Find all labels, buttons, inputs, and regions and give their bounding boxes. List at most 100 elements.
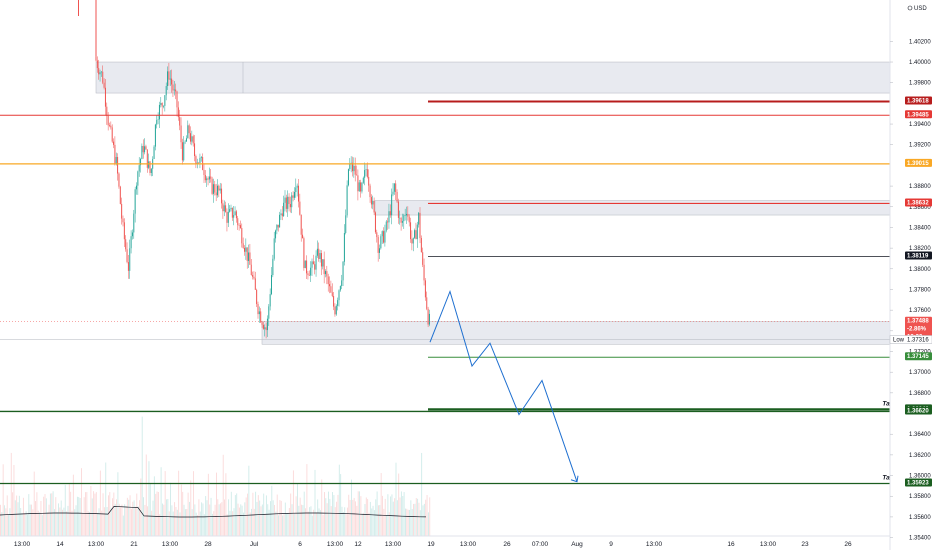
candle-body [250, 264, 252, 276]
volume-bar [125, 507, 127, 536]
volume-bar [179, 512, 181, 536]
candle-body [395, 183, 397, 193]
volume-bar [286, 513, 288, 536]
volume-bar [117, 472, 119, 536]
candle-body [418, 212, 420, 225]
candle-body [138, 165, 140, 172]
time-axis[interactable]: 13:00 14 13:00 21 13:00 28 Jul 6 13:00 12 13:00 19 1… [14, 541, 852, 548]
volume-bar [72, 474, 74, 536]
volume-bar [216, 472, 217, 536]
volume-bar [394, 498, 396, 536]
volume-bar [171, 505, 173, 536]
price-tick-label: 1.35800 [909, 494, 931, 500]
candle-body [281, 213, 283, 217]
level-price-badge-text: 1.39618 [907, 99, 929, 105]
candle-body [365, 169, 367, 171]
candle-body [192, 136, 194, 144]
candle-body [195, 156, 197, 164]
candle-body [117, 156, 119, 174]
volume-bar [322, 515, 324, 536]
volume-bar [361, 513, 363, 536]
volume-bar [78, 497, 80, 536]
volume-bar [263, 493, 265, 536]
candle-body [406, 213, 407, 216]
volume-bar [95, 492, 97, 536]
volume-bar [395, 462, 397, 536]
candle-body [104, 87, 106, 107]
candle-body [299, 201, 301, 215]
volume-bar [129, 495, 131, 536]
volume-bar [110, 507, 112, 536]
time-tick-label: 19 [427, 541, 435, 548]
volume-bar [166, 499, 167, 536]
volume-bar [27, 514, 28, 536]
volume-bar [291, 504, 293, 536]
volume-bar [143, 497, 144, 536]
candle-body [273, 238, 275, 259]
candle-body [387, 221, 389, 223]
volume-bar [314, 469, 316, 536]
candle-body [222, 203, 224, 212]
volume-bar [292, 470, 294, 536]
volume-bar [398, 473, 400, 536]
candle-body [292, 195, 294, 198]
candle-body [376, 232, 378, 238]
candle-body [423, 264, 425, 281]
candle-body [256, 289, 258, 305]
candle-body [194, 143, 196, 157]
candle-body [307, 273, 309, 276]
candle-body [215, 192, 217, 196]
volume-bar [410, 500, 412, 536]
volume-bar [149, 483, 151, 536]
volume-bar [18, 495, 20, 536]
candle-body [330, 286, 332, 293]
volume-bar [190, 480, 192, 536]
volume-bar [126, 497, 128, 536]
volume-bar [379, 505, 381, 536]
candle-body [338, 290, 340, 301]
volume-bar [367, 499, 369, 536]
volume-bar [106, 507, 108, 536]
volume-bar [164, 471, 166, 536]
volume-bar [197, 515, 198, 536]
volume-bar [236, 493, 238, 536]
candle-body [389, 211, 391, 216]
candle-body [177, 107, 179, 118]
volume-bar [426, 495, 428, 536]
volume-bar [340, 474, 342, 536]
volume-bar [5, 508, 7, 536]
price-tick-label: 1.36400 [909, 432, 931, 438]
volume-bar [344, 507, 346, 536]
time-tick-label: 21 [130, 541, 138, 548]
level-price-badge [905, 406, 932, 415]
candle-body [319, 253, 321, 259]
candle-body [397, 201, 399, 218]
candle-body [411, 239, 413, 244]
candle-body [391, 194, 393, 216]
candle-body [164, 95, 166, 106]
candle-body [316, 248, 318, 256]
candle-body [129, 248, 131, 271]
time-tick-label: 07:00 [532, 541, 549, 548]
time-tick-label: 6 [298, 541, 302, 548]
volume-bar [49, 493, 51, 536]
volume-bar [260, 506, 262, 536]
volume-bar [10, 452, 12, 536]
volume-bar [368, 512, 370, 536]
candle-body [142, 145, 144, 153]
candle-body [200, 157, 202, 158]
volume-bar [372, 505, 374, 536]
volume-bar [213, 511, 215, 536]
time-tick-label: 13:00 [460, 541, 477, 548]
price-axis-background[interactable] [890, 0, 932, 550]
level-price-badge-text: 1.39485 [907, 112, 929, 118]
candle-body [303, 238, 305, 269]
candle-body [188, 125, 190, 134]
candle-body [121, 203, 123, 219]
candle-body [136, 185, 137, 190]
volume-bar [346, 507, 348, 536]
candle-body [287, 196, 289, 209]
volume-bar [388, 512, 390, 536]
candle-body [426, 297, 428, 309]
